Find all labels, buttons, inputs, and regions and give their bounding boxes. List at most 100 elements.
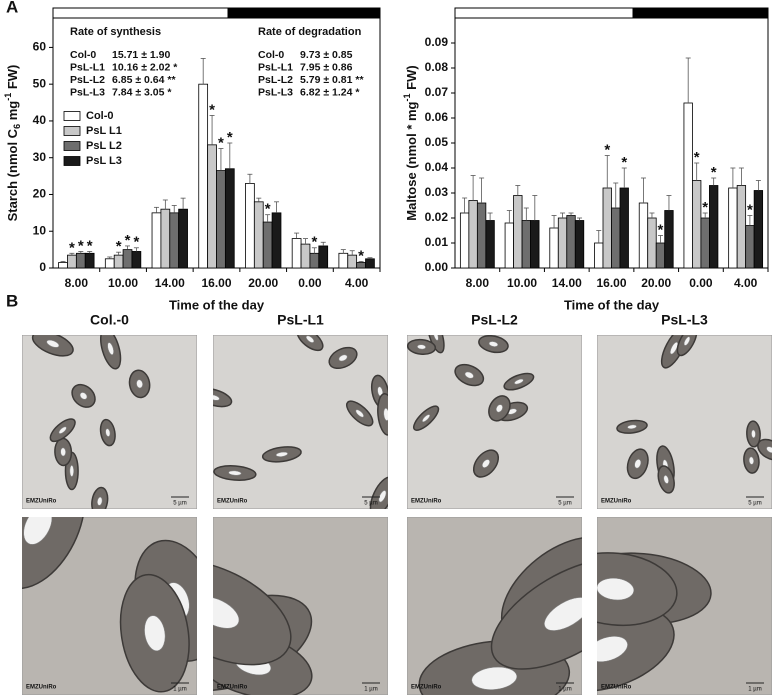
error-bar xyxy=(294,232,300,239)
significance: * xyxy=(694,149,700,166)
error-bar xyxy=(107,256,113,259)
error-bar xyxy=(87,251,93,254)
bar xyxy=(104,258,115,269)
starch-grain xyxy=(275,451,288,457)
micrograph xyxy=(597,517,772,695)
x-axis-label: Time of the day xyxy=(169,297,265,312)
starch-grain xyxy=(58,426,67,434)
bar xyxy=(113,254,124,269)
starch-grain xyxy=(69,465,74,477)
rate-name: PsL-L1 xyxy=(70,61,105,73)
bar xyxy=(594,242,604,269)
error-bar xyxy=(532,195,538,221)
watermark: EMZUniRo xyxy=(601,499,632,505)
y-tick-label: 30 xyxy=(33,150,47,164)
error-bar xyxy=(604,155,610,188)
legend-label: Col-0 xyxy=(86,110,114,122)
starch-grain xyxy=(683,336,691,346)
watermark: EMZUniRo xyxy=(217,685,248,691)
y-tick-label: 0.07 xyxy=(425,85,449,99)
x-tick-label: 16.00 xyxy=(596,276,626,290)
column-title: PsL-L2 xyxy=(471,312,518,328)
error-bar xyxy=(730,167,736,188)
bar xyxy=(611,207,621,269)
watermark: EMZUniRo xyxy=(411,685,442,691)
y-axis-label-part: -1 xyxy=(3,93,13,101)
significance: * xyxy=(604,141,610,158)
micrograph xyxy=(597,335,772,509)
rate-title: Rate of degradation xyxy=(258,26,362,38)
watermark: EMZUniRo xyxy=(601,685,632,691)
x-tick-label: 0.00 xyxy=(298,276,322,290)
starch-grain xyxy=(597,577,635,601)
starch-grain xyxy=(766,446,772,453)
bar xyxy=(692,180,702,269)
error-bar xyxy=(738,167,744,186)
error-bar xyxy=(702,212,708,218)
rate-value: 9.73 ± 0.85 xyxy=(300,49,353,61)
panel-label: A xyxy=(6,0,18,16)
error-bar xyxy=(487,212,493,221)
significance: * xyxy=(209,101,215,118)
error-bar xyxy=(747,215,753,226)
bar xyxy=(504,222,514,269)
rate-name: Col-0 xyxy=(258,49,284,61)
bar xyxy=(557,217,568,269)
significance: * xyxy=(218,134,224,151)
x-tick-label: 4.00 xyxy=(734,276,758,290)
dark-period xyxy=(632,7,769,19)
bar xyxy=(485,220,495,269)
starch-grain xyxy=(471,666,518,690)
y-axis-label-part: Maltose (nmol * mg xyxy=(404,101,419,220)
scale-label: 5 µm xyxy=(558,501,571,507)
legend-label: PsL L1 xyxy=(86,125,122,137)
significance: * xyxy=(78,237,84,254)
bar xyxy=(347,254,358,269)
starch-grain xyxy=(213,596,240,629)
error-bar xyxy=(523,207,529,221)
scale-label: 1 µm xyxy=(748,687,761,693)
bar xyxy=(700,217,710,269)
starch-grain xyxy=(60,447,66,457)
significance: * xyxy=(702,199,708,216)
error-bar xyxy=(133,247,139,252)
x-tick-label: 20.00 xyxy=(641,276,671,290)
scale-label: 1 µm xyxy=(364,687,377,693)
error-bar xyxy=(247,173,253,184)
y-axis-label-part: -1 xyxy=(402,93,412,101)
column-title: Col.-0 xyxy=(90,312,129,328)
legend-swatch xyxy=(63,141,81,151)
starch-grain xyxy=(213,394,220,401)
bar xyxy=(549,227,559,269)
starch-grain xyxy=(488,341,499,347)
dark-period xyxy=(227,7,381,19)
watermark: EMZUniRo xyxy=(217,499,248,505)
bar xyxy=(338,252,349,269)
bar xyxy=(58,262,68,269)
scale-label: 5 µm xyxy=(748,501,761,507)
rate-name: PsL-L2 xyxy=(258,74,293,86)
error-bar xyxy=(577,217,583,221)
x-tick-label: 10.00 xyxy=(507,276,537,290)
y-axis-label-part: 6 xyxy=(12,124,22,129)
bar xyxy=(521,220,531,269)
scale-label: 1 µm xyxy=(173,687,186,693)
error-bar xyxy=(125,245,131,250)
error-bar xyxy=(116,251,122,256)
scale-label: 5 µm xyxy=(364,501,377,507)
micrograph xyxy=(407,517,582,695)
x-tick-label: 14.00 xyxy=(552,276,582,290)
y-tick-label: 40 xyxy=(33,113,47,127)
significance: * xyxy=(747,201,753,218)
y-tick-label: 0.02 xyxy=(425,210,449,224)
error-bar xyxy=(311,247,317,254)
bar xyxy=(530,220,540,269)
error-bar xyxy=(506,210,512,223)
rate-title: Rate of synthesis xyxy=(70,26,161,38)
significance: * xyxy=(227,129,233,146)
error-bar xyxy=(78,251,84,254)
starch-grain xyxy=(228,470,242,476)
error-bar xyxy=(568,212,574,216)
error-bar xyxy=(367,257,373,259)
bar xyxy=(476,202,487,269)
